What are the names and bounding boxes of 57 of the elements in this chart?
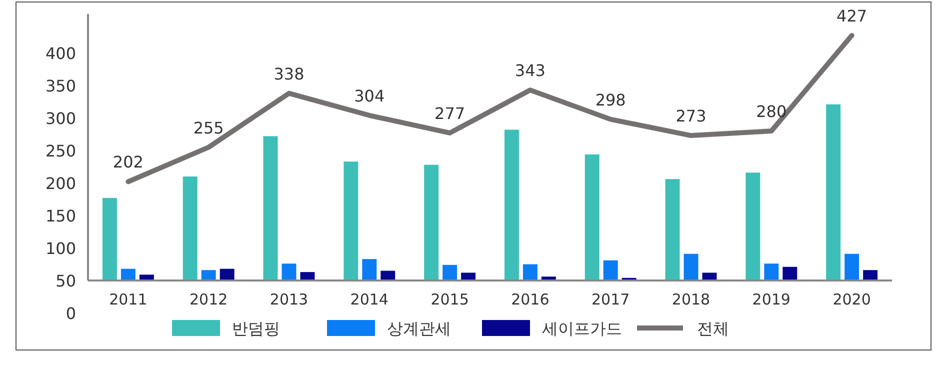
bar [263,136,278,280]
bar [220,268,234,280]
data-label: 202 [112,152,144,172]
bar [863,270,878,280]
bar [584,154,600,280]
y-tick-label: 150 [45,206,76,226]
data-label: 273 [676,106,706,126]
y-tick-label: 300 [45,109,76,128]
y-tick-label: 50 [56,272,76,290]
bar [201,270,216,280]
bar [182,176,198,280]
bar [684,254,698,280]
legend-label: 세이프가드 [542,319,622,338]
x-tick-label: 2011 [109,290,148,308]
legend-label: 반덤핑 [232,319,280,338]
bar [362,259,377,280]
bar [603,260,618,280]
legend-label: 상계관세 [387,319,451,338]
y-tick-label: 350 [45,76,76,96]
bar [504,130,519,280]
x-tick-label: 2017 [592,290,630,308]
bar [764,264,779,280]
legend-label: 전체 [697,319,729,338]
bar [461,272,476,280]
bar [344,162,358,280]
bar [826,104,841,280]
x-tick-label: 2013 [270,290,308,308]
y-tick-label: 400 [45,44,76,63]
data-label: 277 [434,104,466,123]
y-tick-label: 250 [45,142,76,160]
data-label: 280 [756,102,787,121]
bar [442,264,458,280]
bar [424,164,439,280]
bar [282,264,296,280]
y-tick-label: 0 [66,304,76,323]
bar [782,266,798,280]
x-tick-label: 2018 [672,290,710,308]
x-tick-label: 2019 [752,290,790,308]
bar [102,198,117,280]
bar [844,254,860,280]
bar [120,268,136,280]
x-tick-label: 2012 [190,290,228,308]
y-tick-label: 100 [45,239,76,258]
bar [522,264,538,280]
data-label: 298 [595,90,626,110]
data-label: 255 [193,118,224,138]
x-tick-label: 2016 [511,290,550,308]
bar [746,172,760,280]
y-tick-label: 200 [45,174,76,193]
data-label: 427 [836,6,868,26]
data-label: 304 [354,86,385,106]
x-tick-label: 2014 [350,290,388,308]
data-label: 343 [514,61,546,80]
bar [665,179,680,280]
x-tick-label: 2015 [430,290,469,308]
x-tick-label: 2020 [832,290,871,308]
data-label: 338 [274,64,304,84]
